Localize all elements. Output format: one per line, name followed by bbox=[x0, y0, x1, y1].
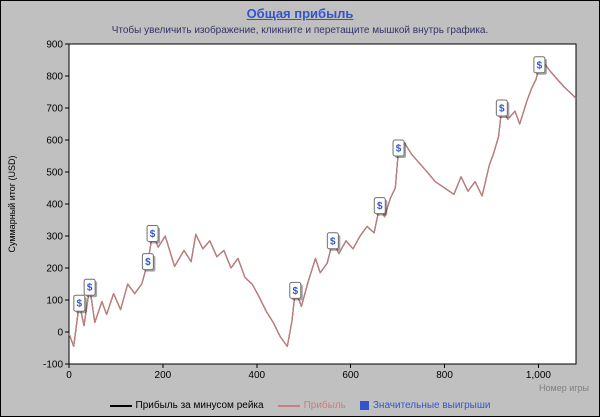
significant-win-marker bbox=[289, 281, 302, 299]
y-tick-label: 200 bbox=[46, 264, 63, 275]
significant-win-square-icon bbox=[359, 401, 369, 410]
legend-label-net-profit: Прибыль за минусом рейка bbox=[135, 400, 264, 411]
legend-item-profit: Прибыль bbox=[277, 400, 346, 411]
y-tick-label: 800 bbox=[46, 72, 63, 83]
dollar-icon: $ bbox=[150, 229, 156, 240]
x-tick-label: 400 bbox=[248, 370, 265, 381]
chart-subtitle: Чтобы увеличить изображение, кликните и … bbox=[111, 25, 489, 36]
dollar-icon: $ bbox=[292, 286, 298, 297]
y-tick-label: -100 bbox=[43, 360, 63, 371]
dollar-icon: $ bbox=[537, 60, 543, 71]
y-tick-label: 100 bbox=[46, 296, 63, 307]
dollar-icon: $ bbox=[377, 201, 383, 212]
dollar-icon: $ bbox=[499, 104, 505, 115]
significant-win-marker bbox=[83, 278, 96, 296]
y-tick-label: 600 bbox=[46, 136, 63, 147]
significant-win-marker bbox=[495, 99, 508, 117]
y-tick-label: 0 bbox=[57, 328, 63, 339]
y-tick-label: 400 bbox=[46, 200, 63, 211]
x-tick-label: 800 bbox=[436, 370, 453, 381]
dollar-icon: $ bbox=[77, 299, 83, 310]
profit-line bbox=[68, 60, 577, 347]
x-tick-label: 600 bbox=[342, 370, 359, 381]
profit-line-icon bbox=[277, 404, 300, 407]
significant-win-marker bbox=[141, 253, 154, 271]
significant-win-marker bbox=[326, 232, 339, 250]
y-tick-label: 700 bbox=[46, 104, 63, 115]
legend-label-significant-wins: Значительные выигрыши bbox=[372, 400, 491, 411]
significant-win-marker bbox=[392, 139, 405, 157]
x-tick-label: 200 bbox=[155, 370, 172, 381]
legend-item-significant-wins: Значительные выигрыши bbox=[359, 400, 491, 411]
legend-item-net-profit: Прибыль за минусом рейка bbox=[109, 400, 264, 411]
dollar-icon: $ bbox=[145, 257, 151, 268]
y-tick-label: 900 bbox=[46, 40, 63, 51]
significant-win-marker bbox=[373, 197, 386, 215]
significant-win-marker bbox=[146, 224, 159, 242]
dollar-icon: $ bbox=[87, 283, 93, 294]
legend-label-profit: Прибыль bbox=[303, 400, 346, 411]
x-tick-label: 0 bbox=[66, 370, 72, 381]
y-axis-title: Суммарный итог (USD) bbox=[7, 155, 17, 252]
net-profit-line-icon bbox=[109, 404, 132, 407]
plot-area[interactable] bbox=[68, 43, 577, 365]
x-tick-label: 1,000 bbox=[526, 370, 551, 381]
significant-win-marker bbox=[73, 294, 86, 312]
chart-title: Общая прибыль bbox=[246, 6, 354, 21]
x-axis-title: Номер игры bbox=[539, 383, 589, 393]
dollar-icon: $ bbox=[330, 236, 336, 247]
dollar-icon: $ bbox=[396, 144, 402, 155]
chart-legend: Прибыль за минусом рейка Прибыль Значите… bbox=[1, 400, 599, 411]
y-tick-label: 500 bbox=[46, 168, 63, 179]
y-tick-label: 300 bbox=[46, 232, 63, 243]
significant-win-marker bbox=[533, 56, 546, 74]
